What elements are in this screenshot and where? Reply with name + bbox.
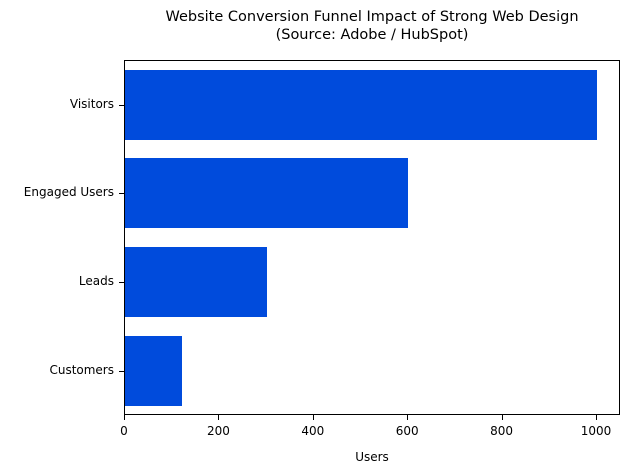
x-tick [407,415,409,420]
x-tick-label: 200 [206,424,230,438]
y-tick [119,193,124,194]
bar-customers [125,336,182,406]
x-tick-label: 1000 [580,424,612,438]
chart-subtitle: (Source: Adobe / HubSpot) [275,27,469,43]
x-tick-label: 0 [120,424,128,438]
x-tick [218,415,220,420]
y-tick [119,371,124,372]
x-tick [501,415,503,420]
x-axis-title: Users [355,450,389,464]
bar-leads [125,247,267,317]
plot-area [124,60,620,415]
x-tick [124,415,125,420]
x-tick-label: 600 [395,424,419,438]
x-tick-label: 800 [490,424,514,438]
y-tick-label: Leads [78,274,114,288]
bar-visitors [125,70,597,140]
y-tick [119,105,124,106]
x-tick-label: 400 [301,424,325,438]
y-tick-label: Engaged Users [23,185,114,199]
x-tick [312,415,314,420]
bar-engaged-users [125,158,409,228]
chart-title: Website Conversion Funnel Impact of Stro… [165,9,579,25]
y-tick [119,282,124,283]
x-tick [596,415,597,420]
y-tick-label: Visitors [69,97,114,111]
y-tick-label: Customers [49,363,114,377]
